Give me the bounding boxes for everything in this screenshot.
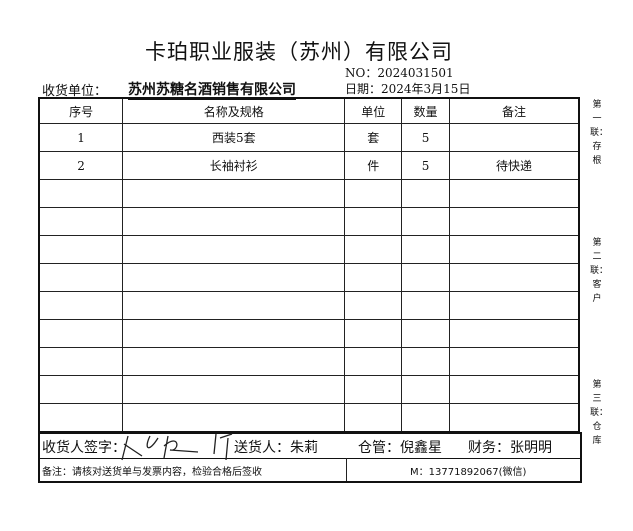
note: 备注：请核对送货单与发票内容，检验合格后签收 — [42, 467, 262, 478]
contact: M：13771892067(微信) — [410, 467, 527, 478]
warehouse-keeper: 仓管：倪鑫星 — [358, 440, 442, 456]
table-cell — [401, 319, 450, 348]
finance: 财务：张明明 — [468, 440, 552, 456]
table-cell — [401, 403, 450, 433]
table-row: 1 西装5套套 5 — [38, 123, 580, 152]
copy-label-1: 第一联：存根 — [590, 100, 609, 166]
table-cell — [122, 263, 346, 292]
table-cell — [122, 347, 346, 376]
table-cell — [344, 235, 403, 264]
table-cell — [38, 207, 124, 236]
table-cell — [448, 291, 580, 320]
column-header: 名称及规格 — [122, 97, 346, 124]
table-cell: 件 — [344, 151, 403, 180]
table-cell — [344, 179, 403, 208]
table-cell: 5 — [401, 123, 450, 152]
table-row — [38, 235, 580, 264]
deliverer: 送货人：朱莉 — [234, 440, 318, 456]
table-cell — [38, 319, 124, 348]
table-cell — [401, 347, 450, 376]
table-cell — [401, 263, 450, 292]
table-cell — [122, 207, 346, 236]
table-cell — [401, 179, 450, 208]
table-cell — [344, 375, 403, 404]
column-header: 备注 — [448, 97, 580, 124]
table-cell — [38, 403, 124, 433]
table-row — [38, 207, 580, 236]
column-header: 数量 — [401, 97, 450, 124]
table-cell — [448, 235, 580, 264]
table-cell — [38, 291, 124, 320]
table-cell — [401, 291, 450, 320]
table-cell — [344, 263, 403, 292]
table-cell — [448, 123, 580, 152]
table-cell: 待快递 — [448, 151, 580, 180]
table-cell — [38, 263, 124, 292]
table-cell — [344, 319, 403, 348]
table-row — [38, 403, 580, 433]
table-cell — [122, 403, 346, 433]
receiver-sign-label: 收货人签字： — [42, 440, 126, 456]
table-cell: 套 — [344, 123, 403, 152]
table-row — [38, 179, 580, 208]
items-table: 序号 名称及规格 单位 数量 备注 1 西装5套套 5 2 长袖衬衫件 5 待快递 — [38, 97, 580, 433]
table-cell — [122, 179, 346, 208]
table-cell — [448, 207, 580, 236]
table-cell — [122, 235, 346, 264]
table-cell: 2 — [38, 151, 124, 180]
table-cell — [38, 179, 124, 208]
table-cell — [38, 375, 124, 404]
column-header: 序号 — [38, 97, 124, 124]
table-row — [38, 263, 580, 292]
copy-label-3: 第三联：仓库 — [590, 380, 609, 446]
table-row: 2 长袖衬衫件 5 待快递 — [38, 151, 580, 180]
table-cell — [448, 263, 580, 292]
table-cell — [448, 403, 580, 433]
table-cell — [122, 375, 346, 404]
table-row — [38, 347, 580, 376]
table-cell: 5 — [401, 151, 450, 180]
table-row — [38, 291, 580, 320]
column-header: 单位 — [344, 97, 403, 124]
company-title: 卡珀职业服装（苏州）有限公司 — [145, 40, 453, 64]
table-cell — [344, 291, 403, 320]
note-row: 备注：请核对送货单与发票内容，检验合格后签收 M：13771892067(微信) — [38, 458, 582, 483]
table-cell — [38, 235, 124, 264]
table-cell — [344, 403, 403, 433]
receiver-label: 收货单位： — [42, 84, 108, 99]
table-cell: 西装5套 — [122, 123, 346, 152]
table-cell — [448, 375, 580, 404]
table-row — [38, 375, 580, 404]
document-number: NO：2024031501 — [345, 66, 454, 80]
copy-label-2: 第二联：客户 — [590, 238, 609, 304]
date: 日期：2024年3月15日 — [345, 82, 471, 96]
table-cell — [344, 347, 403, 376]
table-cell — [448, 319, 580, 348]
table-cell — [344, 207, 403, 236]
table-cell — [38, 347, 124, 376]
table-cell — [401, 207, 450, 236]
table-cell: 1 — [38, 123, 124, 152]
table-cell — [122, 291, 346, 320]
signature-row: 收货人签字： 送货人：朱莉 仓管：倪鑫星 财务：张明明 — [38, 432, 582, 461]
table-header: 序号 名称及规格 单位 数量 备注 — [38, 97, 580, 124]
table-row — [38, 319, 580, 348]
table-cell: 长袖衬衫 — [122, 151, 346, 180]
table-cell — [401, 375, 450, 404]
table-cell — [448, 347, 580, 376]
table-cell — [122, 319, 346, 348]
handwritten-signature — [121, 433, 233, 461]
table-cell — [448, 179, 580, 208]
table-cell — [401, 235, 450, 264]
